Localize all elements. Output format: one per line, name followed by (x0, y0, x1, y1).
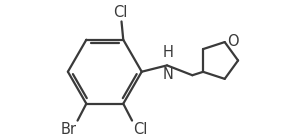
Text: H: H (163, 45, 174, 60)
Text: N: N (163, 67, 174, 82)
Text: Br: Br (60, 122, 76, 137)
Text: Cl: Cl (113, 5, 128, 20)
Text: O: O (227, 33, 239, 49)
Text: Cl: Cl (133, 122, 148, 137)
